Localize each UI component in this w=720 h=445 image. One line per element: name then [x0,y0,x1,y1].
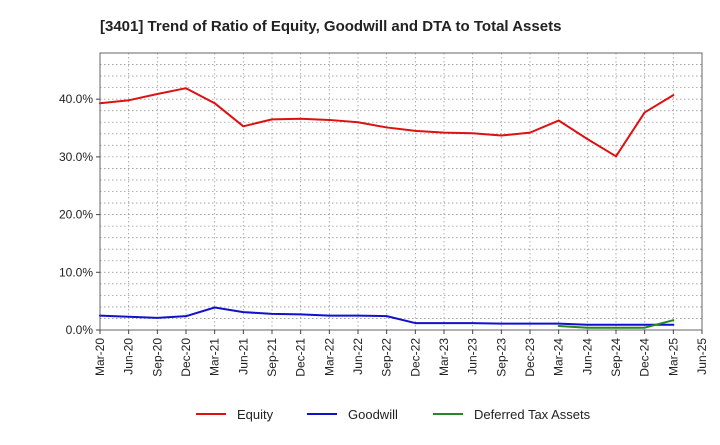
x-tick-label: Jun-23 [466,338,480,375]
y-tick-label: 0.0% [66,323,94,337]
legend-label-goodwill: Goodwill [348,407,398,422]
legend-label-equity: Equity [237,407,274,422]
x-tick-label: Sep-23 [494,338,508,377]
series-line-equity [99,87,675,158]
gridlines [100,53,702,330]
series-line-deferred-tax-assets [557,319,675,329]
x-tick-label: Mar-23 [437,338,451,376]
x-tick-label: Dec-21 [294,338,308,377]
x-tick-label: Jun-22 [351,338,365,375]
x-tick-label: Sep-21 [265,338,279,377]
x-tick-label: Mar-22 [322,338,336,376]
x-tick-label: Dec-23 [523,338,537,377]
x-tick-label: Jun-25 [695,338,709,375]
y-tick-label: 30.0% [59,150,93,164]
series-line-goodwill [99,306,675,326]
y-axis: 0.0% 10.0% 20.0% 30.0% 40.0% [59,92,100,337]
plot-area [99,52,703,331]
x-tick-label: Mar-24 [552,338,566,376]
x-tick-label: Dec-22 [408,338,422,377]
x-tick-label: Sep-22 [380,338,394,377]
x-tick-label: Mar-21 [208,338,222,376]
x-tick-label: Sep-20 [150,338,164,377]
x-tick-label: Sep-24 [609,338,623,377]
x-tick-label: Dec-24 [638,338,652,377]
x-tick-label: Jun-20 [122,338,136,375]
x-axis: Mar-20 Jun-20 Sep-20 Dec-20 Mar-21 Jun-21 Sep-… [93,330,709,377]
chart-title: [3401] Trend of Ratio of Equity, Goodwil… [100,18,561,35]
y-tick-label: 10.0% [59,265,93,279]
y-tick-label: 20.0% [59,208,93,222]
legend: Equity Goodwill Deferred Tax Assets [196,407,591,422]
y-tick-label: 40.0% [59,92,93,106]
x-tick-label: Mar-20 [93,338,107,376]
series-lines [99,87,675,329]
x-tick-label: Dec-20 [179,338,193,377]
x-tick-label: Jun-24 [580,338,594,375]
x-tick-label: Mar-25 [666,338,680,376]
legend-label-deferred-tax-assets: Deferred Tax Assets [474,407,591,422]
x-tick-label: Jun-21 [236,338,250,375]
